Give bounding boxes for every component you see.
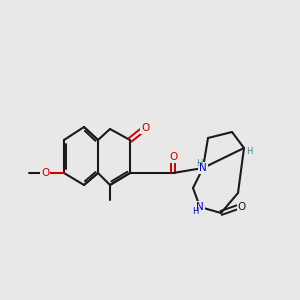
Text: N: N: [196, 202, 204, 212]
Text: O: O: [169, 152, 177, 162]
Text: O: O: [41, 168, 49, 178]
Text: H: H: [192, 208, 198, 217]
Text: H: H: [246, 146, 252, 155]
Text: H: H: [196, 158, 202, 167]
Text: O: O: [238, 202, 246, 212]
Text: O: O: [141, 123, 149, 133]
Text: N: N: [199, 163, 207, 173]
